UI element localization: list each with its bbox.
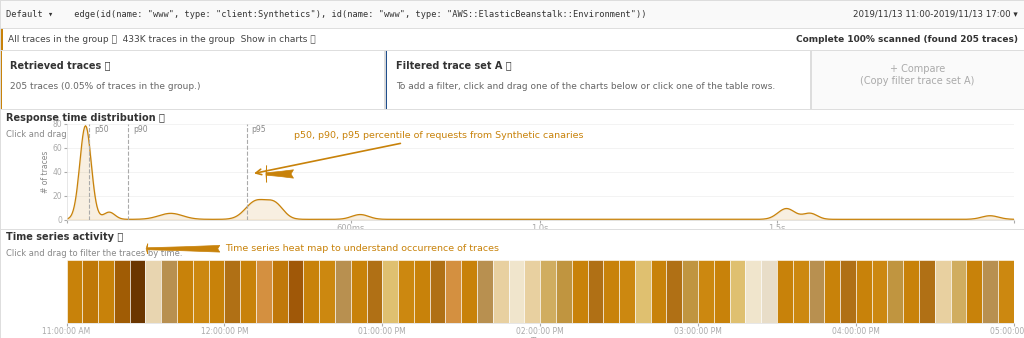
Text: Complete 100% scanned (found 205 traces): Complete 100% scanned (found 205 traces) bbox=[796, 34, 1018, 44]
Bar bbox=[524, 260, 541, 323]
Text: Time series heat map to understand occurrence of traces: Time series heat map to understand occur… bbox=[146, 244, 500, 254]
Bar bbox=[840, 260, 856, 323]
Bar bbox=[571, 260, 588, 323]
Bar bbox=[114, 260, 130, 323]
Bar bbox=[761, 260, 777, 323]
Bar bbox=[177, 260, 193, 323]
Bar bbox=[162, 260, 177, 323]
Bar bbox=[193, 260, 209, 323]
Bar bbox=[793, 260, 809, 323]
Bar bbox=[682, 260, 698, 323]
Bar bbox=[477, 260, 493, 323]
Bar bbox=[209, 260, 224, 323]
Text: To add a filter, click and drag one of the charts below or click one of the tabl: To add a filter, click and drag one of t… bbox=[395, 82, 775, 91]
Bar bbox=[271, 260, 288, 323]
Bar bbox=[888, 260, 903, 323]
Bar bbox=[385, 50, 387, 109]
Bar bbox=[667, 260, 682, 323]
Text: Time series activity ⓘ: Time series activity ⓘ bbox=[6, 233, 124, 242]
Y-axis label: # of traces: # of traces bbox=[41, 150, 50, 193]
Text: 2019/11/13 11:00-2019/11/13 17:00 ▾: 2019/11/13 11:00-2019/11/13 17:00 ▾ bbox=[853, 9, 1018, 19]
Bar bbox=[509, 260, 524, 323]
Text: Filtered trace set A ⓘ: Filtered trace set A ⓘ bbox=[395, 60, 511, 70]
Bar bbox=[303, 260, 319, 323]
Bar bbox=[982, 260, 998, 323]
Bar bbox=[350, 260, 367, 323]
Bar bbox=[745, 260, 761, 323]
Bar bbox=[541, 260, 556, 323]
Bar bbox=[382, 260, 398, 323]
Bar bbox=[335, 260, 350, 323]
Bar bbox=[903, 260, 920, 323]
Bar bbox=[256, 260, 271, 323]
Bar bbox=[414, 260, 430, 323]
Text: Click and drag to filter the traces by response time.: Click and drag to filter the traces by r… bbox=[6, 129, 224, 139]
Bar bbox=[130, 260, 145, 323]
Bar bbox=[556, 260, 571, 323]
Text: p90: p90 bbox=[133, 125, 147, 134]
Bar bbox=[319, 260, 335, 323]
Bar bbox=[0, 50, 2, 109]
Bar bbox=[0, 28, 3, 50]
Text: Response time distribution ⓘ: Response time distribution ⓘ bbox=[6, 113, 165, 123]
Bar bbox=[224, 260, 241, 323]
X-axis label: Latency: Latency bbox=[523, 234, 557, 243]
Bar bbox=[935, 260, 950, 323]
Bar bbox=[367, 260, 382, 323]
Text: p50, p90, p95 percentile of requests from Synthetic canaries: p50, p90, p95 percentile of requests fro… bbox=[256, 131, 584, 175]
Bar bbox=[82, 260, 98, 323]
Bar bbox=[998, 260, 1014, 323]
Bar bbox=[493, 260, 509, 323]
Bar bbox=[714, 260, 729, 323]
Bar bbox=[241, 260, 256, 323]
Bar bbox=[871, 260, 888, 323]
Bar bbox=[698, 260, 714, 323]
Bar bbox=[635, 260, 650, 323]
Bar bbox=[967, 260, 982, 323]
Bar bbox=[856, 260, 871, 323]
Bar bbox=[620, 260, 635, 323]
Text: 205 traces (0.05% of traces in the group.): 205 traces (0.05% of traces in the group… bbox=[9, 82, 200, 91]
Text: Click and drag to filter the traces by time.: Click and drag to filter the traces by t… bbox=[6, 249, 182, 258]
Bar bbox=[445, 260, 461, 323]
Bar bbox=[650, 260, 667, 323]
Text: p95: p95 bbox=[251, 125, 266, 134]
Text: p50: p50 bbox=[94, 125, 109, 134]
Bar bbox=[777, 260, 793, 323]
Bar bbox=[98, 260, 114, 323]
Bar bbox=[588, 260, 603, 323]
Text: Default ▾    edge(id(name: "www", type: "client:Synthetics"), id(name: "www", ty: Default ▾ edge(id(name: "www", type: "cl… bbox=[6, 9, 646, 19]
Text: All traces in the group ⓘ  433K traces in the group  Show in charts ⓘ: All traces in the group ⓘ 433K traces in… bbox=[8, 34, 315, 44]
Bar bbox=[809, 260, 824, 323]
Bar bbox=[920, 260, 935, 323]
Bar bbox=[729, 260, 745, 323]
Bar bbox=[824, 260, 840, 323]
X-axis label: Time: Time bbox=[529, 337, 551, 338]
Bar bbox=[603, 260, 620, 323]
Text: + Compare
(Copy filter trace set A): + Compare (Copy filter trace set A) bbox=[860, 64, 975, 86]
Bar bbox=[950, 260, 967, 323]
Bar bbox=[288, 260, 303, 323]
Bar bbox=[398, 260, 414, 323]
Bar bbox=[461, 260, 477, 323]
Bar bbox=[145, 260, 162, 323]
Bar bbox=[67, 260, 82, 323]
Text: Retrieved traces ⓘ: Retrieved traces ⓘ bbox=[9, 60, 111, 70]
Bar bbox=[430, 260, 445, 323]
